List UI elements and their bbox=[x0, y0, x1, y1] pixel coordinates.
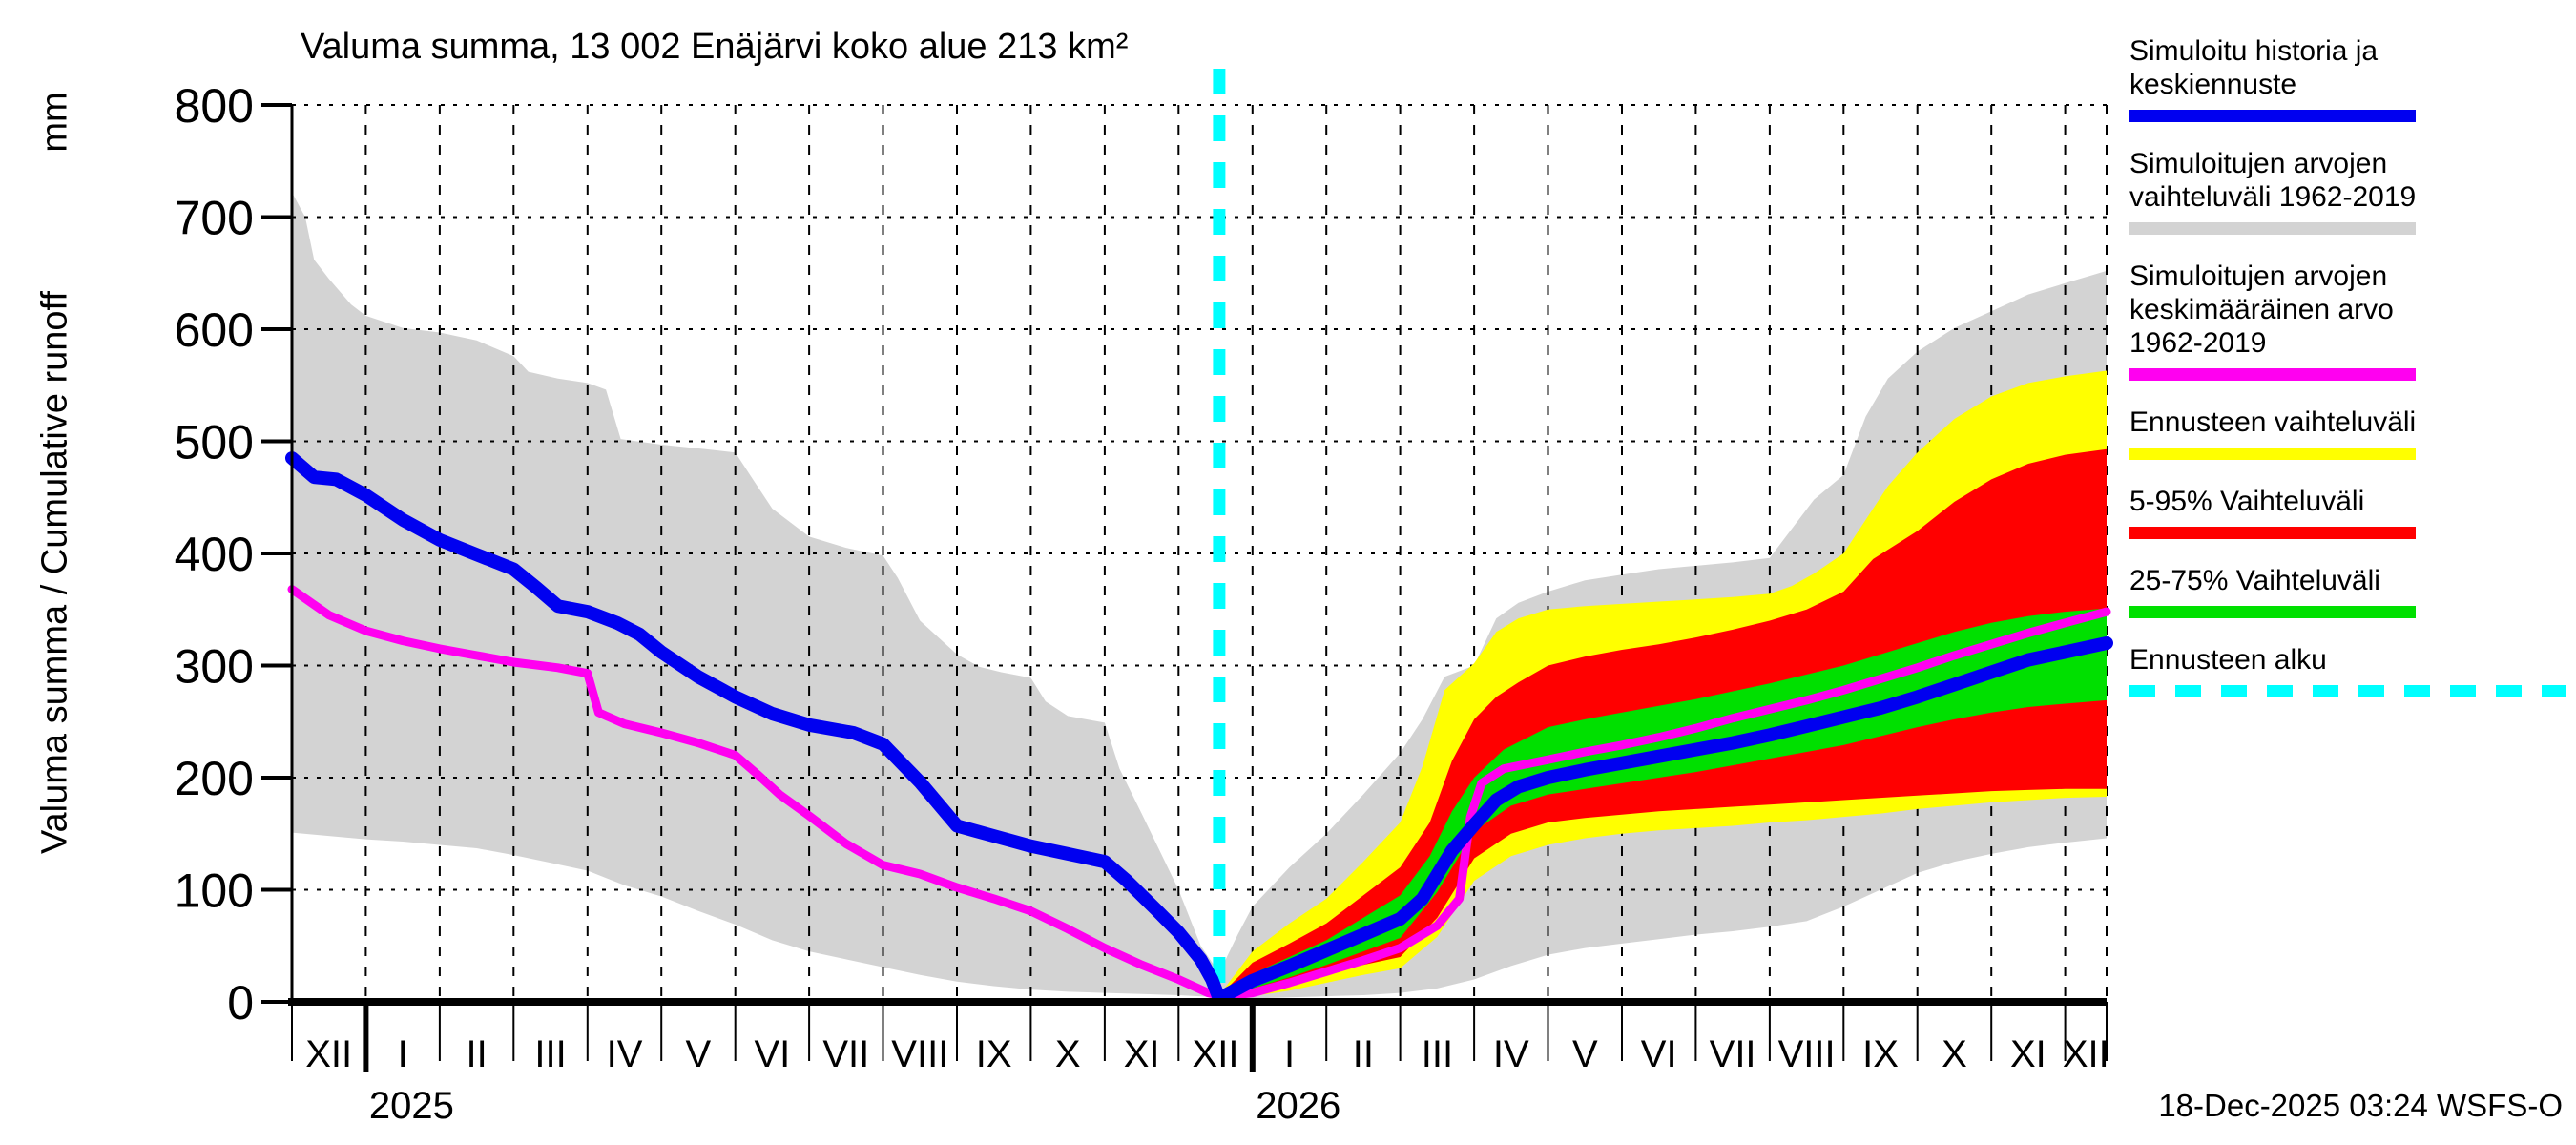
legend-label-simulated-history: Simuloitu historia ja keskiennuste bbox=[2129, 35, 2379, 100]
y-tick-label: 800 bbox=[175, 79, 254, 133]
month-label: VII bbox=[1710, 1033, 1756, 1075]
y-tick-label: 700 bbox=[175, 192, 254, 245]
legend-swatch-gray-band bbox=[2129, 222, 2416, 235]
y-tick-label: 600 bbox=[175, 303, 254, 357]
legend-item-forecast-start: Ennusteen alku bbox=[2129, 643, 2576, 697]
month-label: II bbox=[466, 1033, 487, 1075]
month-label: I bbox=[398, 1033, 408, 1075]
month-label: X bbox=[1942, 1033, 1967, 1075]
month-label: IV bbox=[1493, 1033, 1529, 1075]
timestamp-label: 18-Dec-2025 03:24 WSFS-O bbox=[2158, 1088, 2563, 1123]
year-label: 2026 bbox=[1256, 1085, 1340, 1127]
month-label: X bbox=[1055, 1033, 1081, 1075]
legend-swatch-red-band bbox=[2129, 527, 2416, 539]
legend-item-range-5-95: 5-95% Vaihteluväli bbox=[2129, 485, 2576, 539]
legend-label-simulated-mean: Simuloitujen arvojen keskimääräinen arvo… bbox=[2129, 260, 2394, 359]
chart-title: Valuma summa, 13 002 Enäjärvi koko alue … bbox=[301, 27, 1129, 67]
y-tick-label: 500 bbox=[175, 416, 254, 469]
legend: Simuloitu historia ja keskiennuste Simul… bbox=[2129, 34, 2576, 722]
legend-item-simulated-mean: Simuloitujen arvojen keskimääräinen arvo… bbox=[2129, 260, 2576, 381]
month-label: I bbox=[1284, 1033, 1295, 1075]
month-label: VIII bbox=[891, 1033, 948, 1075]
legend-swatch-blue-line bbox=[2129, 110, 2416, 122]
y-tick-label: 300 bbox=[175, 640, 254, 694]
year-label: 2025 bbox=[369, 1085, 454, 1127]
month-label: XI bbox=[2010, 1033, 2046, 1075]
month-label: III bbox=[1422, 1033, 1453, 1075]
historical-mean-line bbox=[287, 585, 2111, 1001]
month-label: XI bbox=[1124, 1033, 1160, 1075]
month-label: IX bbox=[976, 1033, 1012, 1075]
month-label: II bbox=[1353, 1033, 1374, 1075]
month-label: XII bbox=[1193, 1033, 1239, 1075]
month-label: IX bbox=[1862, 1033, 1899, 1075]
month-label: XII bbox=[2063, 1033, 2109, 1075]
month-label: VIII bbox=[1778, 1033, 1836, 1075]
simulated-median-line bbox=[285, 451, 2113, 1006]
month-label: XII bbox=[305, 1033, 352, 1075]
y-tick-label: 200 bbox=[175, 752, 254, 805]
legend-swatch-magenta-line bbox=[2129, 368, 2416, 381]
y-axis-label: Valuma summa / Cumulative runoff bbox=[34, 291, 75, 854]
month-label: IV bbox=[607, 1033, 643, 1075]
legend-label-forecast-range: Ennusteen vaihteluväli bbox=[2129, 406, 2417, 438]
legend-swatch-yellow-band bbox=[2129, 448, 2416, 460]
legend-item-range-25-75: 25-75% Vaihteluväli bbox=[2129, 564, 2576, 618]
month-label: VI bbox=[755, 1033, 791, 1075]
legend-item-simulated-history: Simuloitu historia ja keskiennuste bbox=[2129, 34, 2576, 122]
y-tick-label: 100 bbox=[175, 864, 254, 918]
month-label: VII bbox=[822, 1033, 869, 1075]
y-axis-unit-label: mm bbox=[34, 92, 75, 153]
y-tick-label: 400 bbox=[175, 528, 254, 581]
legend-item-simulated-range: Simuloitujen arvojen vaihteluväli 1962-2… bbox=[2129, 147, 2576, 235]
legend-label-forecast-start: Ennusteen alku bbox=[2129, 644, 2327, 676]
month-label: V bbox=[1572, 1033, 1598, 1075]
month-label: V bbox=[686, 1033, 712, 1075]
legend-label-range-25-75: 25-75% Vaihteluväli bbox=[2129, 565, 2380, 596]
month-label: VI bbox=[1641, 1033, 1677, 1075]
legend-item-forecast-range: Ennusteen vaihteluväli bbox=[2129, 406, 2576, 460]
month-label: III bbox=[534, 1033, 566, 1075]
legend-label-simulated-range: Simuloitujen arvojen vaihteluväli 1962-2… bbox=[2129, 148, 2417, 213]
legend-swatch-cyan-dashed-line bbox=[2129, 685, 2566, 697]
legend-label-range-5-95: 5-95% Vaihteluväli bbox=[2129, 486, 2365, 517]
y-tick-label: 0 bbox=[227, 976, 254, 1030]
legend-swatch-green-band bbox=[2129, 606, 2416, 618]
